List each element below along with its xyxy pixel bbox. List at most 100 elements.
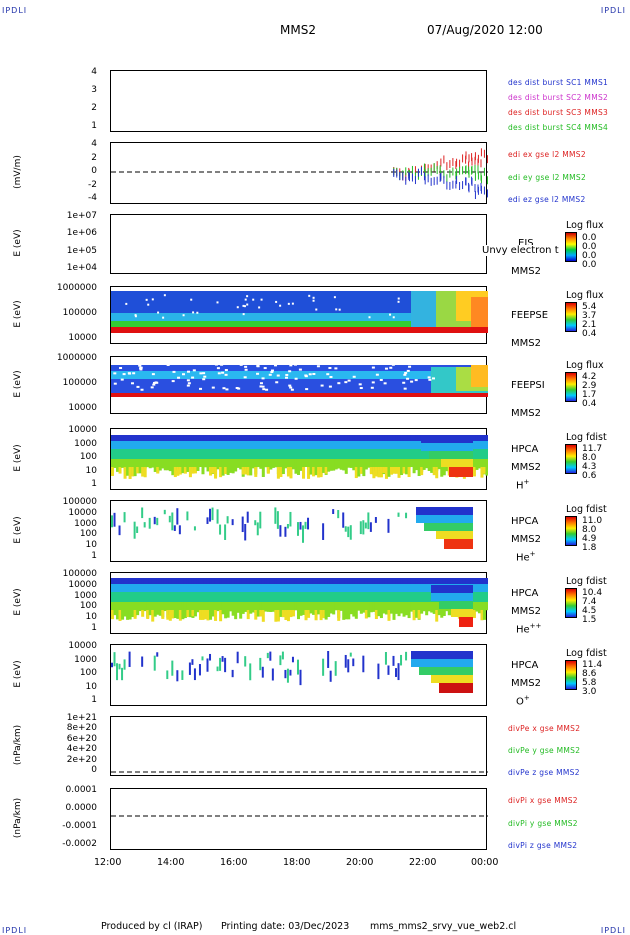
- spectrogram-cell: [395, 578, 399, 584]
- panel-burst-intervals: [110, 70, 487, 132]
- spectrogram-cell: [342, 578, 346, 584]
- spectrogram-cell: [151, 459, 155, 468]
- spectrogram-cell: [362, 584, 366, 592]
- feepsi-spectrogram: [111, 363, 488, 397]
- spectrogram-cell: [261, 459, 265, 477]
- spectrogram-cell: [239, 584, 243, 592]
- spectrogram-cell: [417, 449, 421, 459]
- spectrogram-cell: [198, 459, 202, 468]
- noise-dot: [239, 363, 243, 366]
- spectrogram-cell: [161, 578, 165, 584]
- spectrogram-cell: [382, 584, 386, 592]
- spectrogram-cell: [304, 435, 308, 441]
- sparse-cell: [168, 515, 171, 523]
- noise-dot: [406, 377, 410, 380]
- spectrogram-cell: [410, 449, 414, 459]
- spectrogram-cell: [183, 592, 187, 602]
- noise-dot: [132, 372, 136, 375]
- spectrogram-cell: [128, 449, 132, 459]
- spectrogram-cell: [118, 441, 122, 449]
- hpca-h-spectrogram: [111, 435, 488, 479]
- spectrogram-cell: [111, 602, 115, 612]
- spectrogram-cell: [163, 584, 167, 592]
- sparse-cell: [332, 509, 335, 514]
- y-tick-label: 0: [91, 166, 97, 176]
- spectrogram-cell: [193, 467, 197, 474]
- spectrogram-cell: [475, 602, 479, 612]
- spectrogram-cell: [271, 441, 275, 449]
- sparse-cell: [118, 663, 121, 670]
- sparse-cell: [256, 522, 259, 536]
- instrument-label: FEEPSI: [511, 380, 545, 391]
- sparse-cell: [286, 668, 289, 683]
- spectrogram-cell: [299, 435, 303, 441]
- colorbar-value: 10.4: [582, 588, 603, 598]
- colorbar-title: Log fdist: [566, 576, 607, 587]
- spectrogram-cell: [256, 441, 260, 449]
- spectrogram-cell: [178, 435, 182, 441]
- spectrogram-cell: [307, 467, 311, 479]
- spectrogram-cell: [226, 441, 230, 449]
- spectrogram-cell: [236, 435, 240, 441]
- colorbar-value: 4.2: [582, 372, 597, 382]
- spectrogram-cell: [224, 441, 228, 449]
- spectrogram-cell: [116, 441, 120, 449]
- spectrogram-cell: [269, 459, 273, 470]
- noise-dot: [190, 298, 193, 301]
- spectrogram-cell: [402, 592, 406, 602]
- colorbar-value: 2.9: [582, 381, 597, 391]
- spectrogram-cell: [307, 592, 311, 602]
- noise-dot: [134, 315, 137, 318]
- spectrogram-cell: [234, 459, 238, 472]
- noise-dot: [312, 372, 316, 375]
- y-tick-label: 1e+06: [66, 228, 97, 239]
- y-tick-label: 1000: [74, 438, 97, 449]
- spectrogram-cell: [251, 459, 255, 469]
- y-tick-label: 1000: [74, 518, 97, 529]
- y-tick-label: 0: [91, 765, 97, 775]
- noise-dot: [384, 367, 388, 370]
- colorbar-value: 8.0: [582, 453, 597, 463]
- spectrogram-cell: [362, 592, 366, 602]
- spectrogram-cell: [284, 584, 288, 592]
- spectrogram-cell: [281, 592, 285, 602]
- spectrogram-cell: [332, 441, 336, 449]
- colorbar-value: 4.5: [582, 606, 597, 616]
- noise-dot: [145, 298, 148, 301]
- spectrogram-cell: [364, 459, 368, 470]
- spectrogram-cell: [116, 592, 120, 602]
- species-name: H: [516, 480, 524, 492]
- spectrogram-cell: [191, 578, 195, 584]
- y-axis-title: (nPa/km): [13, 724, 23, 766]
- spectrogram-cell: [203, 449, 208, 459]
- spectrogram-cell: [417, 610, 421, 619]
- spectrogram-cell: [286, 467, 290, 477]
- spectrogram-cell: [158, 592, 162, 602]
- spectrogram-cell: [176, 435, 180, 441]
- spectrogram-cell: [148, 584, 152, 592]
- spectrogram-cell: [131, 602, 135, 618]
- spectrogram-cell: [161, 435, 165, 441]
- spectrogram-cell: [354, 578, 358, 584]
- colorbar-title: Log flux: [566, 220, 604, 231]
- spectrogram-cell: [482, 441, 486, 449]
- spectrogram-cell: [121, 578, 125, 584]
- spectrogram-cell: [286, 602, 290, 612]
- instrument-label: FEEPSE: [511, 310, 549, 321]
- spectrogram-cell: [166, 435, 170, 441]
- spectrogram-cell: [435, 578, 439, 584]
- spectrogram-cell: [369, 578, 373, 584]
- spectrogram-cell: [395, 459, 399, 470]
- legend-entry: des dist burst SC3 MMS3: [508, 108, 609, 117]
- y-tick-label: 2e+20: [66, 754, 97, 765]
- sparse-cell: [176, 670, 179, 682]
- spectrogram-cell: [339, 584, 343, 592]
- spectrogram-cell: [166, 592, 170, 602]
- spectrogram-cell: [302, 578, 306, 584]
- y-axis-title: (mV/m): [13, 155, 23, 189]
- spectrogram-cell: [304, 592, 308, 602]
- spectrogram-cell: [405, 435, 409, 441]
- spectrogram-cell: [214, 435, 218, 441]
- spectrogram-cell: [392, 584, 396, 592]
- sparse-cell: [171, 660, 174, 676]
